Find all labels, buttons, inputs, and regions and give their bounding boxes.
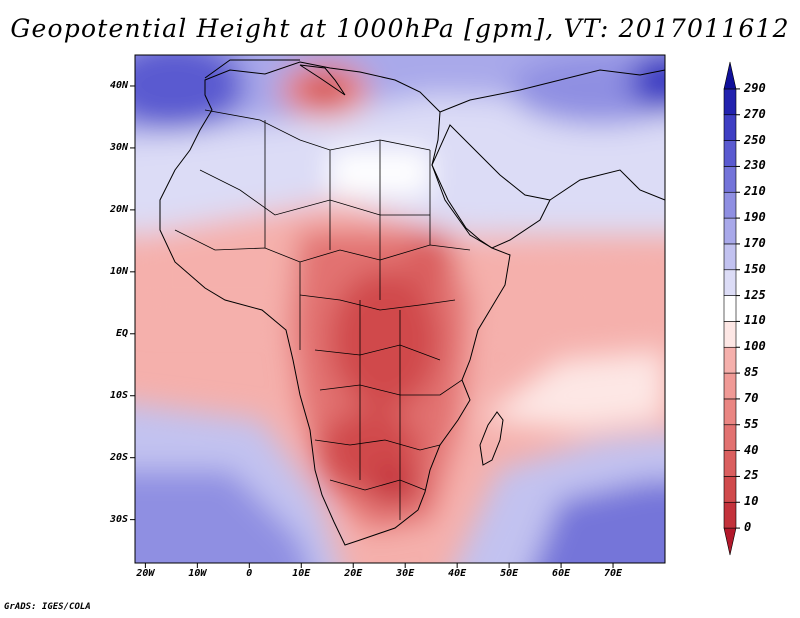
lat-label: 30N	[109, 141, 128, 153]
colorbar-swatch	[723, 501, 737, 529]
lat-label: 10N	[109, 265, 128, 277]
colorbar-swatch	[723, 61, 737, 90]
border-line	[199, 169, 430, 216]
colorbar-swatch	[723, 269, 737, 296]
country-borders	[174, 109, 471, 520]
arabian-peninsula	[431, 124, 551, 249]
lon-label: 10W	[188, 568, 207, 579]
lat-label: 30S	[109, 513, 128, 525]
colorbar-label: 40	[744, 442, 759, 457]
chart-title: Geopotential Height at 1000hPa [gpm], VT…	[10, 14, 790, 43]
colorbar-label: 100	[744, 339, 766, 354]
lat-label: 20S	[109, 451, 128, 463]
colorbar-label: 290	[744, 80, 766, 95]
colorbar-label: 55	[744, 416, 759, 431]
border-line	[329, 479, 426, 491]
lon-label: 70E	[604, 568, 623, 579]
border-line	[314, 439, 441, 451]
lon-label: 20W	[136, 568, 155, 579]
colorbar-swatch	[723, 140, 737, 167]
colorbar-label: 125	[744, 287, 766, 302]
colorbar-label: 170	[744, 235, 766, 250]
lat-label: 20N	[109, 203, 128, 215]
colorbar-swatch	[723, 191, 737, 219]
lon-label: 50E	[500, 568, 519, 579]
lon-label: 20E	[344, 568, 363, 579]
colorbar-label: 150	[744, 261, 766, 276]
colorbar-label: 70	[744, 390, 759, 405]
colorbar	[723, 61, 740, 556]
colorbar-swatch	[723, 346, 737, 374]
lat-label: 40N	[109, 79, 128, 91]
lon-label: 30E	[396, 568, 415, 579]
colorbar-label: 210	[744, 184, 766, 199]
colorbar-swatch	[723, 114, 737, 141]
coastlines	[159, 59, 666, 546]
colorbar-label: 110	[744, 313, 766, 328]
colorbar-label: 0	[744, 520, 752, 535]
axis-ticks	[130, 85, 614, 568]
colorbar-swatch	[723, 476, 737, 503]
colorbar-swatch	[723, 372, 737, 400]
colorbar-swatch	[723, 243, 737, 271]
colorbar-label: 25	[744, 468, 759, 483]
colorbar-swatch	[723, 450, 737, 477]
border-line	[174, 229, 471, 263]
italy-coast	[299, 64, 346, 96]
border-line	[299, 294, 456, 311]
lon-label: 0	[246, 568, 253, 579]
colorbar-swatch	[723, 295, 737, 322]
colorbar-label: 190	[744, 210, 766, 225]
border-line	[314, 344, 441, 361]
lat-label: 10S	[109, 389, 128, 401]
colorbar-swatch	[723, 217, 737, 245]
border-line	[204, 109, 431, 151]
colorbar-label: 270	[744, 106, 766, 121]
colorbar-swatch	[723, 166, 737, 193]
lon-label: 10E	[292, 568, 311, 579]
colorbar-label: 10	[744, 494, 759, 509]
colorbar-swatch	[723, 527, 737, 556]
border-line	[264, 120, 431, 520]
colorbar-label: 250	[744, 132, 766, 147]
credit-text: GrADS: IGES/COLA	[4, 602, 91, 612]
lat-label: EQ	[115, 327, 128, 339]
asia-coast	[439, 69, 666, 113]
madagascar	[479, 411, 504, 466]
colorbar-swatch	[723, 88, 737, 116]
colorbar-swatch	[723, 424, 737, 451]
height-field	[135, 55, 665, 563]
colorbar-label: 85	[744, 365, 759, 380]
colorbar-swatch	[723, 321, 737, 348]
lon-label: 60E	[552, 568, 571, 579]
lon-label: 40E	[448, 568, 467, 579]
colorbar-label: 230	[744, 158, 766, 173]
colorbar-swatch	[723, 398, 737, 426]
map-frame	[134, 54, 666, 564]
iberia-coast	[204, 59, 300, 79]
south-asia-coast	[549, 169, 666, 201]
